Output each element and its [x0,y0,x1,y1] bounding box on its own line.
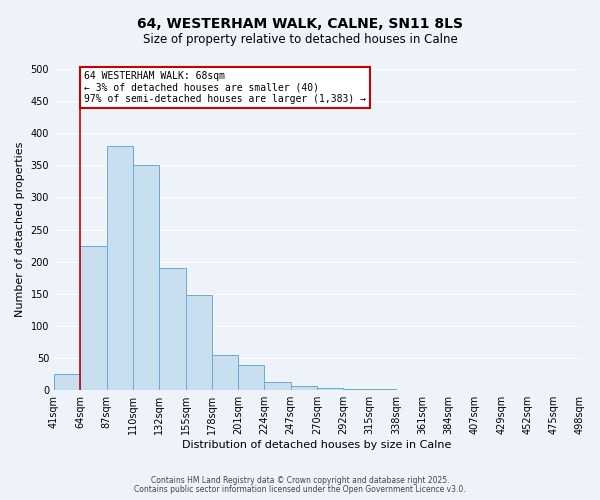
Text: Contains public sector information licensed under the Open Government Licence v3: Contains public sector information licen… [134,484,466,494]
Y-axis label: Number of detached properties: Number of detached properties [15,142,25,318]
Bar [212,355,238,390]
Bar [238,364,265,390]
Bar [291,386,317,390]
Bar [159,268,185,390]
Bar [265,382,291,390]
Bar [133,166,159,390]
Bar [54,374,80,390]
Bar [343,389,370,390]
Bar [80,246,107,390]
Bar [185,295,212,390]
Text: 64 WESTERHAM WALK: 68sqm
← 3% of detached houses are smaller (40)
97% of semi-de: 64 WESTERHAM WALK: 68sqm ← 3% of detache… [84,71,366,104]
Text: Contains HM Land Registry data © Crown copyright and database right 2025.: Contains HM Land Registry data © Crown c… [151,476,449,485]
Text: 64, WESTERHAM WALK, CALNE, SN11 8LS: 64, WESTERHAM WALK, CALNE, SN11 8LS [137,18,463,32]
Bar [317,388,343,390]
Bar [107,146,133,390]
Text: Size of property relative to detached houses in Calne: Size of property relative to detached ho… [143,32,457,46]
X-axis label: Distribution of detached houses by size in Calne: Distribution of detached houses by size … [182,440,452,450]
Bar [370,389,396,390]
